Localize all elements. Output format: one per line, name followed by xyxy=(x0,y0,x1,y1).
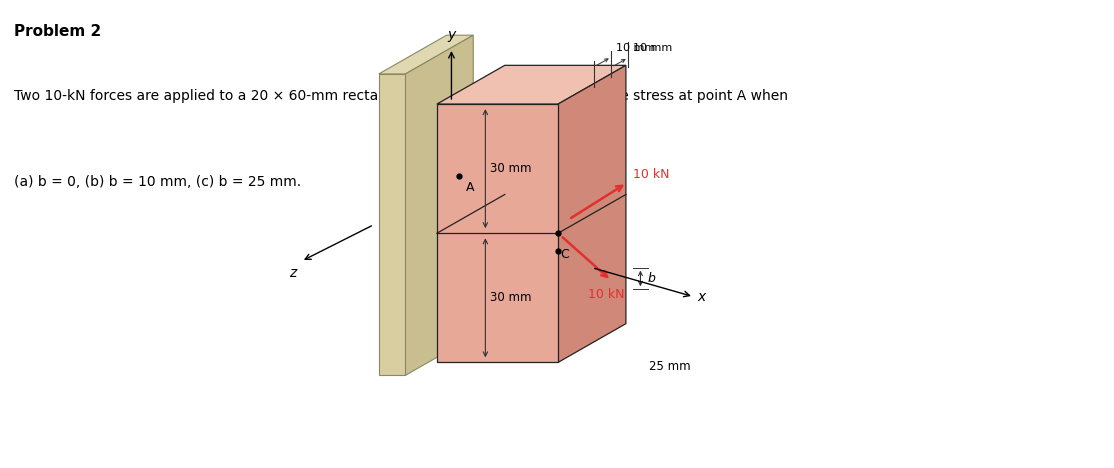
Text: (a) b = 0, (b) b = 10 mm, (c) b = 25 mm.: (a) b = 0, (b) b = 10 mm, (c) b = 25 mm. xyxy=(13,175,301,189)
Text: 30 mm: 30 mm xyxy=(490,292,531,304)
Text: x: x xyxy=(697,290,706,304)
Text: Two 10-kN forces are applied to a 20 × 60-mm rectangular bar as shown. Determine: Two 10-kN forces are applied to a 20 × 6… xyxy=(13,89,788,103)
Text: 10 mm: 10 mm xyxy=(616,43,655,52)
Text: 10 mm: 10 mm xyxy=(633,43,673,53)
Text: z: z xyxy=(290,265,296,279)
Polygon shape xyxy=(437,104,558,362)
Polygon shape xyxy=(437,66,626,104)
Polygon shape xyxy=(379,35,473,74)
Polygon shape xyxy=(558,66,626,362)
Text: A: A xyxy=(466,181,475,194)
Text: y: y xyxy=(448,28,456,42)
Text: Problem 2: Problem 2 xyxy=(13,24,101,39)
Text: 25 mm: 25 mm xyxy=(648,360,691,373)
Text: 30 mm: 30 mm xyxy=(490,162,531,175)
Polygon shape xyxy=(405,35,473,375)
Text: 10 kN: 10 kN xyxy=(633,168,670,181)
Text: C: C xyxy=(560,249,569,261)
Polygon shape xyxy=(379,74,405,375)
Text: 10 kN: 10 kN xyxy=(588,288,625,301)
Text: b: b xyxy=(647,272,655,285)
